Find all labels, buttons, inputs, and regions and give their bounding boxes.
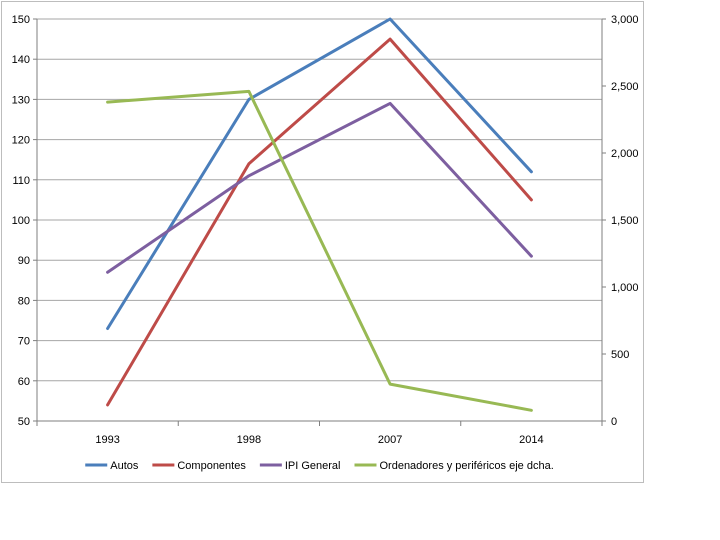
y-left-tick-label: 70 xyxy=(18,336,30,348)
legend-label: Ordenadores y periféricos eje dcha. xyxy=(379,460,553,472)
axes xyxy=(33,18,606,426)
y-left-tick-label: 90 xyxy=(18,255,30,267)
y-left-tick-label: 60 xyxy=(18,376,30,388)
y-right-tick-label: 3,000 xyxy=(611,14,639,26)
series-line-1 xyxy=(106,17,533,330)
series-lines xyxy=(106,17,533,412)
tick-labels: 50 60 70 80 90 100 110 120 130 140 150 0 500 1,000 1,5… xyxy=(12,14,639,446)
series-line-2 xyxy=(106,37,533,407)
y-left-tick-label: 100 xyxy=(12,215,30,227)
x-tick-label: 2014 xyxy=(519,434,543,446)
y-right-tick-label: 1,000 xyxy=(611,282,639,294)
y-left-tick-label: 130 xyxy=(12,94,30,106)
x-tick-label: 2007 xyxy=(378,434,402,446)
y-left-tick-label: 150 xyxy=(12,14,30,26)
x-tick-label: 1993 xyxy=(95,434,119,446)
y-left-tick-label: 50 xyxy=(18,416,30,428)
legend-label: IPI General xyxy=(285,460,341,472)
y-right-tick-label: 1,500 xyxy=(611,215,639,227)
x-tick-label: 1998 xyxy=(237,434,261,446)
y-left-tick-label: 80 xyxy=(18,295,30,307)
legend-label: Autos xyxy=(110,460,139,472)
y-right-tick-label: 2,500 xyxy=(611,81,639,93)
y-left-tick-label: 110 xyxy=(12,175,30,187)
gridlines xyxy=(37,18,602,382)
series-line-4 xyxy=(106,89,533,412)
y-left-tick-label: 140 xyxy=(12,54,30,66)
legend: Autos Componentes IPI General Ordenadores y… xyxy=(85,460,554,472)
y-right-tick-label: 0 xyxy=(611,416,617,428)
y-right-tick-label: 2,000 xyxy=(611,148,639,160)
y-right-tick-label: 500 xyxy=(611,349,629,361)
legend-label: Componentes xyxy=(177,460,246,472)
series-line-3 xyxy=(106,101,533,274)
y-left-tick-label: 120 xyxy=(12,135,30,147)
